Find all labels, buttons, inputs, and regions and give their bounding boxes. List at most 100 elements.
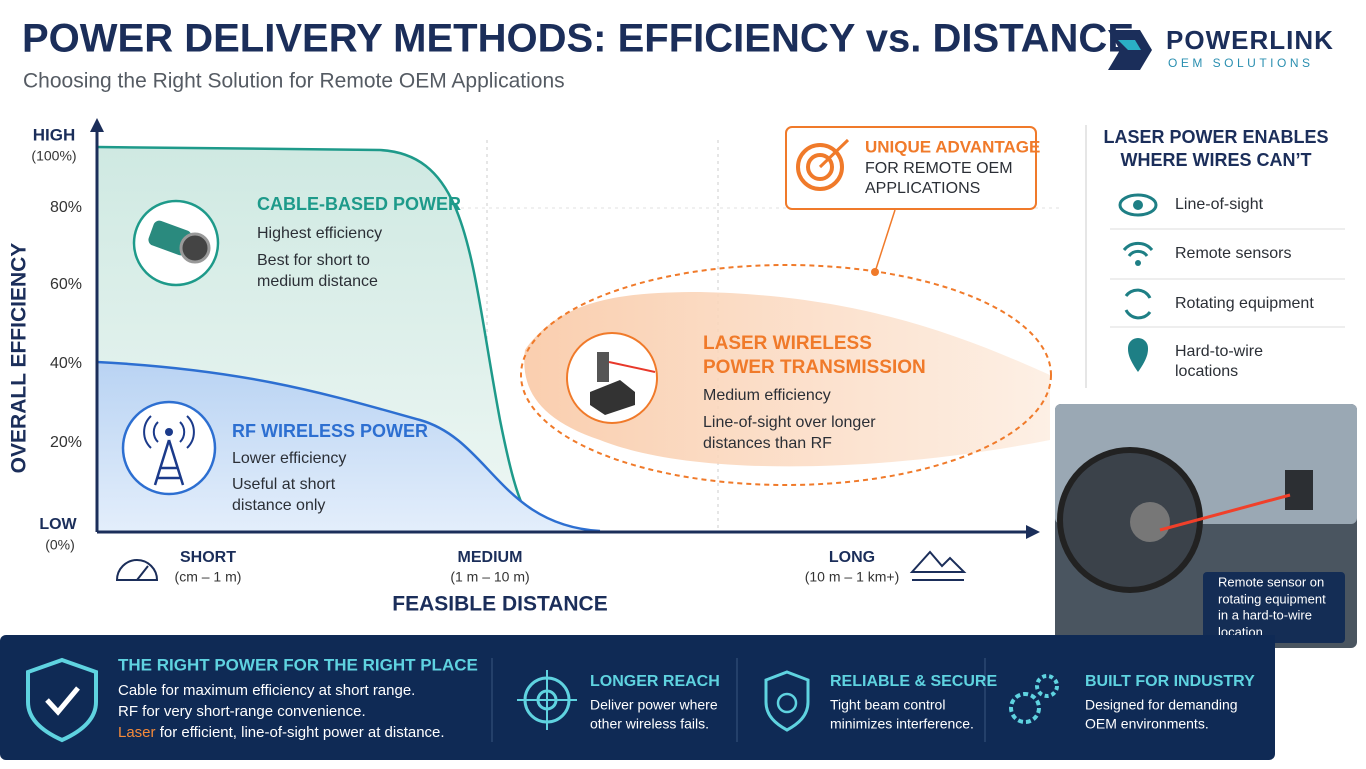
secure-icon-inner [776,692,798,714]
gauge-needle [136,565,149,581]
mountain-icon [909,550,967,581]
footer-text: Cable for maximum efficiency at short ra… [118,682,415,699]
callout-title: LASER WIRELESS [703,333,872,354]
chart: OVERALL EFFICIENCY HIGH (100%) 80% 60% 4… [8,118,1060,616]
wifi-icon [1122,241,1154,257]
rf-dot [165,428,173,436]
feature-text: Deliver power where [590,697,718,713]
rf-curve [96,360,601,533]
feature-title: LONGER REACH [590,673,720,690]
callout-text: Useful at short [232,476,336,493]
photo-caption: Remote sensor on [1218,574,1324,589]
advantage-text: FOR REMOTE OEM [865,160,1013,177]
cable-plug [179,232,211,264]
photo-shaft [1130,502,1170,542]
feature-text: Tight beam control [830,697,945,713]
y-axis-title: OVERALL EFFICIENCY [8,243,31,474]
subtitle: Choosing the Right Solution for Remote O… [23,70,565,93]
feature-text: minimizes interference. [830,716,974,732]
footer: THE RIGHT POWER FOR THE RIGHT PLACE Cabl… [0,635,1275,760]
gear-icon [1009,692,1041,724]
photo-machine [1057,447,1203,593]
advantage-title: UNIQUE ADVANTAGE [865,137,1040,156]
y-tick-label: 40% [50,355,82,372]
feature-title: RELIABLE & SECURE [830,673,997,690]
callout-text: distances than RF [703,435,832,452]
footer-text-rest: for efficient, line-of-sight power at di… [156,724,445,741]
rf-waves [143,415,195,449]
secure-icon [764,670,810,732]
callout-text: Medium efficiency [703,387,831,404]
laser-base [590,380,635,415]
x-label: LONG [829,549,875,566]
photo-caption: in a hard-to-wire [1218,607,1312,622]
callout-text: Lower efficiency [232,450,346,467]
logo-accent [1118,40,1141,50]
feature-text: other wireless fails. [590,716,709,732]
footer-highlight: Laser [118,724,156,741]
feature-title: BUILT FOR INDUSTRY [1085,673,1255,690]
photo-caption: rotating equipment [1218,591,1326,606]
y-bottom-note: (0%) [45,537,75,553]
callout-title: RF WIRELESS POWER [232,421,428,441]
footer-band-top [1055,635,1275,649]
advantage-text: APPLICATIONS [865,180,980,197]
footer-title: THE RIGHT POWER FOR THE RIGHT PLACE [118,655,478,674]
sidebar-item: Rotating equipment [1175,295,1314,312]
callout-text: distance only [232,497,325,514]
target-ring [806,153,834,181]
sidebar-item: Hard-to-wire [1175,343,1263,360]
connector-dot [871,268,879,276]
check-icon [45,686,80,716]
rf-icon-ring [121,400,217,496]
x-label: SHORT [180,549,236,566]
rf-callout: RF WIRELESS POWER Lower efficiency Usefu… [121,400,428,514]
logo-tagline: OEM SOLUTIONS [1168,56,1314,70]
y-tick-label: 60% [50,276,82,293]
target-arrow [818,138,850,169]
laser-emitter [597,352,609,382]
connector [874,209,896,273]
footer-text: Laser for efficient, line-of-sight power… [118,724,445,741]
y-tick-label: 20% [50,434,82,451]
pin-icon [1128,338,1148,372]
gauge-icon [115,559,159,581]
x-labels: SHORT (cm – 1 m) MEDIUM (1 m – 10 m) LON… [115,549,967,616]
wifi-dot [1135,260,1141,266]
photo-beam [1159,493,1291,532]
callout-title: POWER TRANSMISSION [703,357,926,378]
laser-area [524,292,1050,467]
sidebar-title: WHERE WIRES CAN’T [1121,150,1312,170]
rf-tower [153,439,185,486]
footer-band [0,635,1275,760]
sidebar-item: locations [1175,363,1238,380]
advantage-box [785,126,1037,210]
eye-icon [1118,193,1158,217]
sidebar-item: Remote sensors [1175,245,1292,262]
rotate-icon [1124,288,1152,320]
advantage-callout: UNIQUE ADVANTAGE FOR REMOTE OEM APPLICAT… [785,126,1040,276]
x-axis-title: FEASIBLE DISTANCE [392,593,607,616]
sidebar: LASER POWER ENABLES WHERE WIRES CAN’T Li… [1055,125,1357,648]
y-arrow [90,118,104,132]
laser-beam [608,361,656,373]
gear-icon-small [1035,674,1059,698]
logo-name: POWERLINK [1166,25,1334,55]
rf-area [97,362,600,531]
cable-callout: CABLE-BASED POWER Highest efficiency Bes… [132,194,461,290]
y-top-note: (100%) [31,148,76,164]
title: POWER DELIVERY METHODS: EFFICIENCY vs. D… [22,17,1134,61]
callout-text: Highest efficiency [257,225,382,242]
x-arrow [1026,525,1040,539]
reach-crosshair [517,670,577,730]
callout-text: Line-of-sight over longer [703,414,876,431]
feature-text: OEM environments. [1085,716,1209,732]
callout-title: CABLE-BASED POWER [257,194,461,214]
y-tick-label: 80% [50,199,82,216]
logo: POWERLINK OEM SOLUTIONS [1108,25,1334,70]
x-range: (1 m – 10 m) [450,569,529,585]
caption-box [1203,572,1345,643]
target-icon [796,143,844,191]
